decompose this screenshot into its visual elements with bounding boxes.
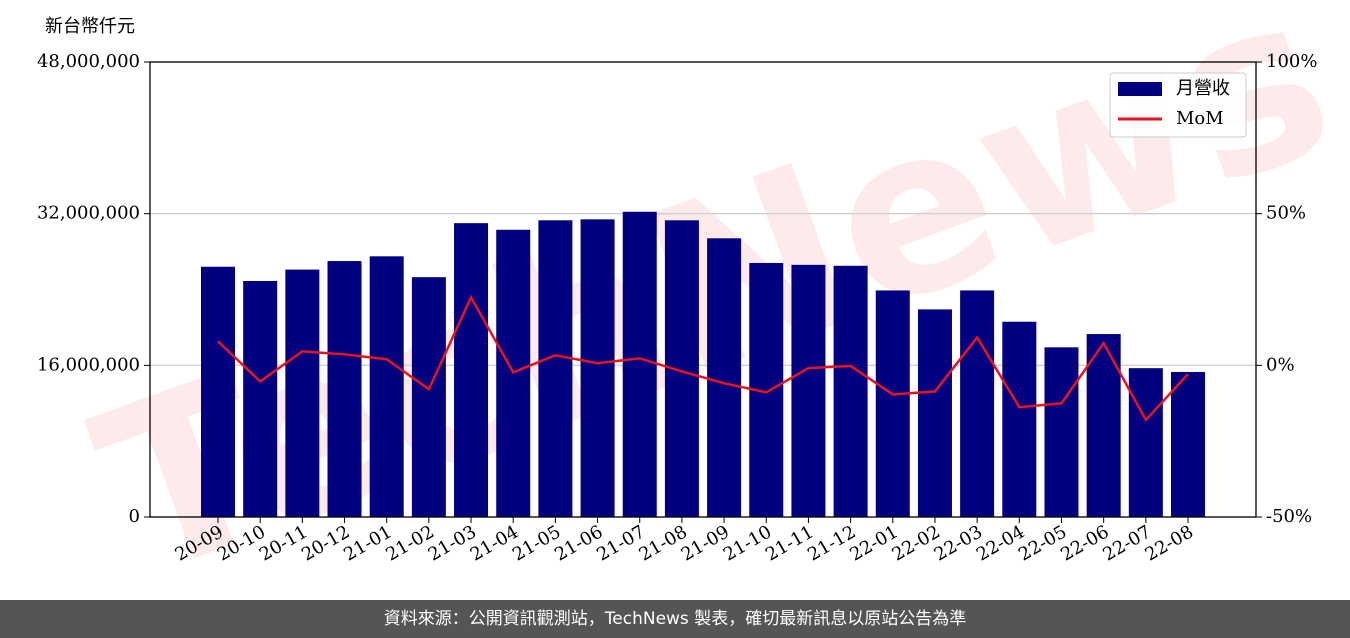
bar: [243, 280, 278, 517]
y-tick-label: 48,000,000: [37, 51, 140, 72]
bar: [538, 220, 573, 518]
legend-swatch: [1118, 82, 1162, 96]
y-axis-label: 新台幣仟元: [45, 16, 135, 37]
y2-tick-label: 0%: [1266, 354, 1295, 375]
bar: [960, 290, 995, 517]
x-tick-label: 22-08: [1142, 521, 1197, 565]
bar: [707, 238, 742, 517]
y2-tick-label: 50%: [1266, 203, 1306, 224]
y-tick-label: 0: [129, 506, 140, 527]
bar: [411, 277, 446, 517]
bar: [201, 266, 235, 517]
bar: [327, 261, 362, 517]
bar: [580, 219, 615, 517]
y-tick-label: 16,000,000: [37, 354, 140, 375]
y-tick-label: 32,000,000: [37, 203, 140, 224]
y2-tick-label: -50%: [1266, 506, 1312, 527]
bar: [917, 309, 952, 517]
plot-frame: [149, 61, 1257, 518]
y2-tick-label: 100%: [1266, 51, 1317, 72]
legend-label: MoM: [1176, 108, 1224, 129]
footer: 資料來源：公開資訊觀測站，TechNews 製表，確切最新訊息以原站公告為準: [0, 600, 1350, 638]
chart: TechNews 新台幣仟元 016,000,00032,000,00048,0…: [37, 0, 1350, 630]
legend-label: 月營收: [1176, 78, 1230, 99]
bar: [1002, 321, 1037, 517]
bar: [791, 264, 826, 517]
bar: [622, 211, 657, 518]
bar: [1128, 368, 1163, 517]
bar: [369, 256, 404, 517]
bar: [1171, 371, 1205, 517]
bar: [875, 290, 910, 517]
line: [217, 294, 1189, 423]
bar: [454, 223, 489, 518]
bar: [1044, 347, 1079, 517]
bar: [285, 269, 320, 517]
bar: [833, 265, 868, 517]
